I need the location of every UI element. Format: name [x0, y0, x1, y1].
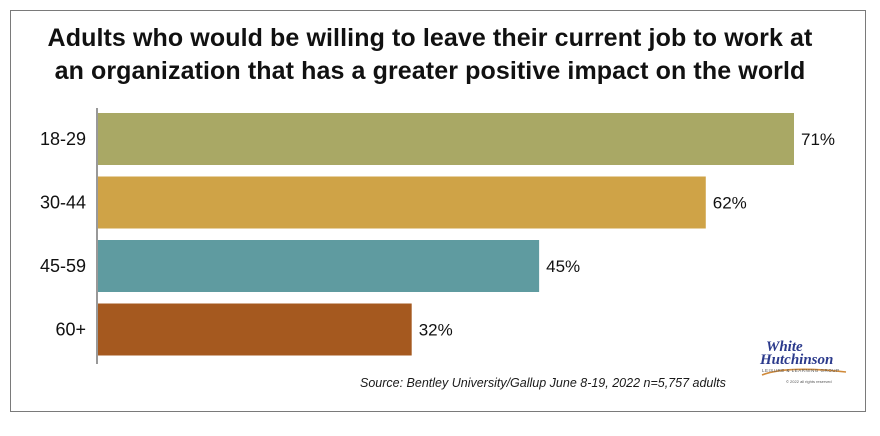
- logo-text-white: White: [766, 339, 803, 355]
- logo-swoosh-icon: [761, 368, 847, 376]
- chart-title-line-2: an organization that has a greater posit…: [54, 57, 806, 85]
- bar-30-44: [98, 176, 706, 229]
- category-label-30-44: 30-44: [40, 193, 86, 213]
- chart-title: Adults who would be willing to leave the…: [20, 22, 840, 88]
- bars-group: 18-29 71% 30-44 62% 45-59 45% 60+ 32%: [40, 113, 835, 356]
- company-logo: White Hutchinson LEISURE & LEARNING GROU…: [760, 340, 848, 388]
- value-label-45-59: 45%: [546, 257, 580, 276]
- value-label-18-29: 71%: [801, 130, 835, 149]
- source-note: Source: Bentley University/Gallup June 8…: [360, 376, 726, 390]
- value-label-60+: 32%: [419, 321, 453, 340]
- category-label-18-29: 18-29: [40, 129, 86, 149]
- category-label-45-59: 45-59: [40, 256, 86, 276]
- bar-60+: [98, 303, 412, 356]
- logo-text-hutchinson: Hutchinson: [760, 352, 834, 368]
- category-label-60+: 60+: [55, 320, 86, 340]
- logo-tagline: LEISURE & LEARNING GROUP: [762, 368, 840, 373]
- chart-title-line-1: Adults who would be willing to leave the…: [47, 24, 813, 52]
- bar-45-59: [98, 240, 540, 292]
- logo-copyright: © 2022 all rights reserved: [786, 379, 832, 384]
- bar-18-29: [98, 113, 794, 165]
- value-label-30-44: 62%: [713, 194, 747, 213]
